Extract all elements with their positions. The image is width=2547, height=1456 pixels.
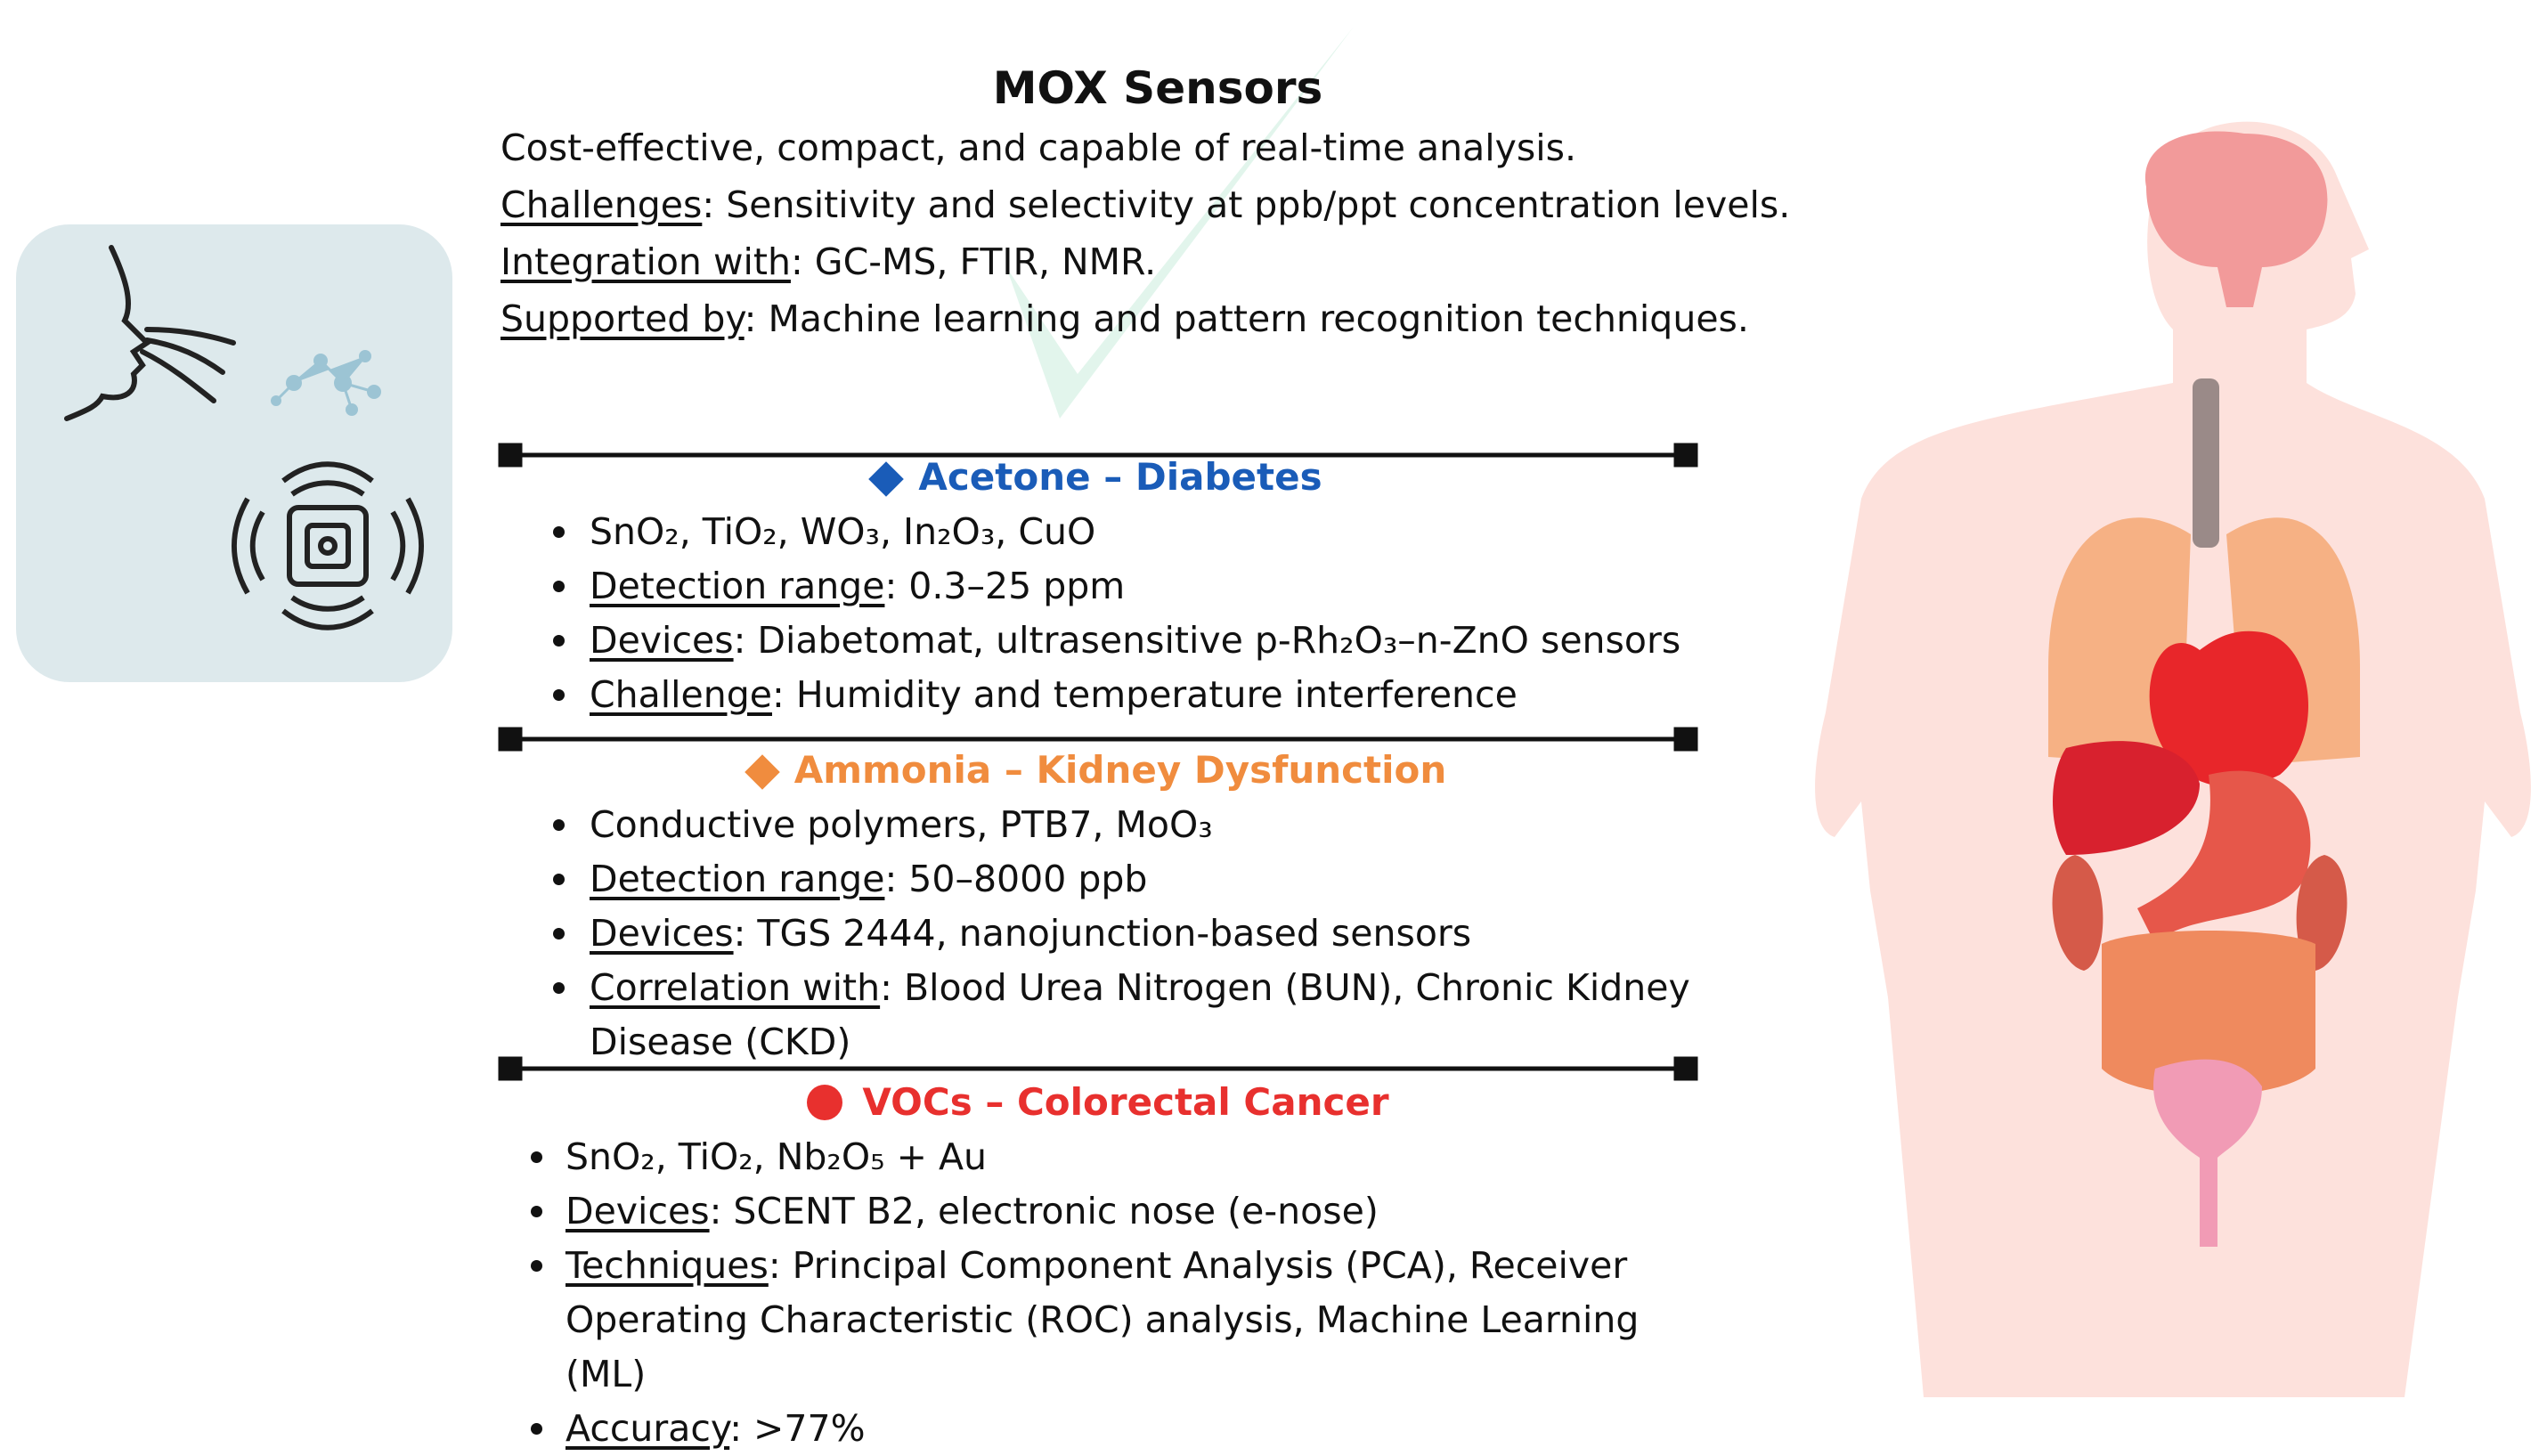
intro-line: Integration with: GC-MS, FTIR, NMR. [500, 235, 1156, 289]
face-icon [64, 245, 236, 421]
bullet-item: Accuracy: >77% [531, 1402, 1679, 1456]
sensor-icon [232, 461, 424, 630]
bullet-item: Devices: TGS 2444, nanojunction-based se… [553, 907, 1694, 961]
bullet-item: Detection range: 50–8000 ppb [553, 852, 1694, 907]
bullet [531, 1260, 542, 1272]
intestines [2102, 931, 2315, 1095]
human-body [1815, 121, 2531, 1398]
molecule-icon [271, 350, 381, 416]
intro-line: Challenges: Sensitivity and selectivity … [500, 178, 1790, 232]
underlined-label: Devices [566, 1190, 710, 1232]
bullet [553, 581, 565, 592]
uterus [2153, 1059, 2262, 1247]
text: : SCENT B2, electronic nose (e-nose) [709, 1190, 1379, 1232]
text: : Sensitivity and selectivity at ppb/ppt… [702, 183, 1791, 226]
text: : 50–8000 ppb [884, 858, 1148, 900]
section: Ammonia – Kidney Dysfunction Conductive p… [510, 743, 1690, 1070]
brain [2144, 131, 2328, 307]
section-header: VOCs – Colorectal Cancer [510, 1075, 1686, 1130]
liver [2053, 741, 2200, 855]
section-title: Ammonia – Kidney Dysfunction [793, 748, 1447, 792]
text: : Blood Urea Nitrogen (BUN), Chronic Kid… [590, 966, 1690, 1063]
section-marker [868, 461, 905, 497]
section-marker [744, 754, 780, 790]
page: MOX Sensors Cost-effective, compact, and… [16, 27, 2531, 1450]
underlined-label: Devices [590, 619, 734, 662]
text: : 0.3–25 ppm [884, 565, 1126, 607]
text: : Diabetomat, ultrasensitive p-Rh₂O₃–n-Z… [733, 619, 1681, 662]
bullet [531, 1423, 542, 1435]
text: SnO₂, TiO₂, WO₃, In₂O₃, CuO [590, 510, 1096, 553]
bullet-item: Detection range: 0.3–25 ppm [553, 559, 1694, 614]
bullet-item: Techniques: Principal Component Analysis… [531, 1239, 1679, 1402]
kidney-left [2052, 855, 2104, 971]
bullet [553, 874, 565, 885]
illustrations [16, 27, 2531, 1398]
underlined-label: Devices [590, 912, 734, 955]
section-header: Ammonia – Kidney Dysfunction [510, 743, 1686, 798]
underlined-label: Accuracy [566, 1407, 730, 1450]
bullet [553, 982, 565, 994]
bullet [553, 526, 565, 538]
bullet [553, 928, 565, 939]
section-title: Acetone – Diabetes [918, 455, 1322, 499]
text: SnO₂, TiO₂, Nb₂O₅ + Au [566, 1135, 988, 1178]
underlined-label: Supported by [500, 297, 745, 340]
text: : GC-MS, FTIR, NMR. [790, 240, 1157, 283]
bullet [531, 1151, 542, 1163]
intro-line: Supported by: Machine learning and patte… [500, 292, 1749, 346]
title: MOX Sensors [992, 62, 1323, 114]
underlined-label: Detection range [590, 565, 885, 607]
text: Conductive polymers, PTB7, MoO₃ [590, 803, 1213, 846]
bullet-item: Challenge: Humidity and temperature inte… [553, 668, 1694, 722]
underlined-label: Techniques [566, 1244, 769, 1287]
separators [498, 443, 1698, 1081]
stomach [2137, 770, 2311, 944]
text: : Humidity and temperature interference [771, 673, 1518, 716]
text: Cost-effective, compact, and capable of … [500, 126, 1576, 169]
text: : Principal Component Analysis (PCA), Re… [566, 1244, 1640, 1395]
section: VOCs – Colorectal Cancer SnO₂, TiO₂, Nb₂O… [510, 1075, 1686, 1456]
bullet-item: SnO₂, TiO₂, WO₃, In₂O₃, CuO [553, 505, 1694, 559]
section-marker [807, 1085, 843, 1120]
bullet-item: Devices: SCENT B2, electronic nose (e-no… [531, 1184, 1679, 1239]
bullet [553, 635, 565, 647]
underlined-label: Detection range [590, 858, 885, 900]
text: : TGS 2444, nanojunction-based sensors [733, 912, 1472, 955]
underlined-label: Integration with [500, 240, 791, 283]
underlined-label: Challenge [590, 673, 772, 716]
bullet [553, 819, 565, 831]
bullet-item: SnO₂, TiO₂, Nb₂O₅ + Au [531, 1130, 1679, 1184]
heart [2149, 630, 2309, 787]
bullet [553, 689, 565, 701]
section: Acetone – Diabetes SnO₂, TiO₂, WO₃, In₂O₃… [510, 450, 1686, 722]
trachea [2193, 378, 2219, 548]
section-title: VOCs – Colorectal Cancer [862, 1080, 1389, 1124]
bullet-item: Conductive polymers, PTB7, MoO₃ [553, 798, 1694, 852]
icon-panel [16, 224, 452, 682]
bullet-item: Correlation with: Blood Urea Nitrogen (B… [553, 961, 1694, 1070]
bullet [531, 1206, 542, 1217]
text: : Machine learning and pattern recogniti… [744, 297, 1749, 340]
underlined-label: Correlation with [590, 966, 881, 1009]
section-header: Acetone – Diabetes [510, 450, 1686, 505]
bullet-item: Devices: Diabetomat, ultrasensitive p-Rh… [553, 614, 1694, 668]
intro-line: Cost-effective, compact, and capable of … [500, 121, 1576, 175]
underlined-label: Challenges [500, 183, 703, 226]
text: : >77% [729, 1407, 866, 1450]
